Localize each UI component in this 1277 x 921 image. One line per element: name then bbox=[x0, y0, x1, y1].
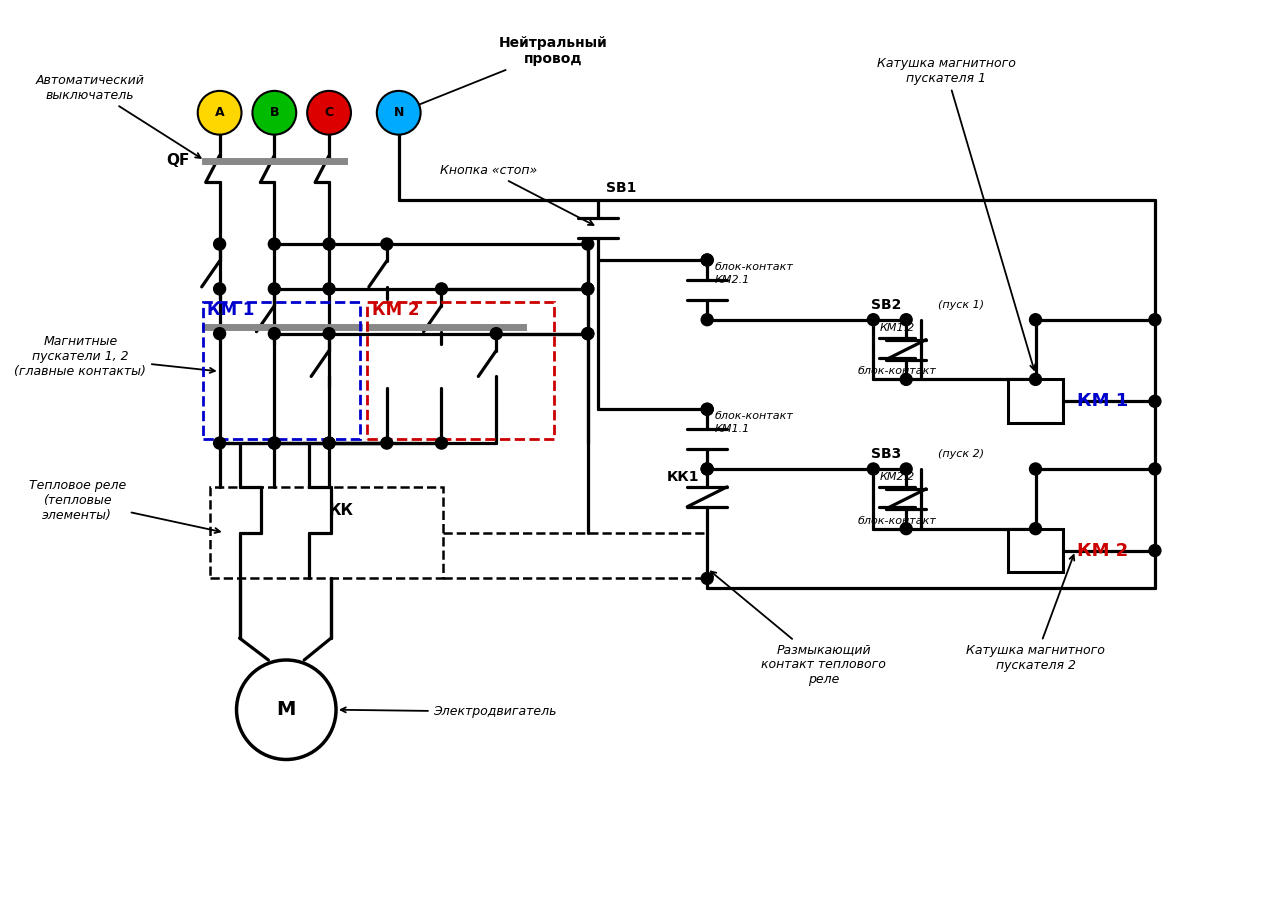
Text: КМ1.1: КМ1.1 bbox=[715, 425, 751, 434]
Circle shape bbox=[213, 437, 226, 449]
Text: SB2: SB2 bbox=[871, 297, 902, 312]
Text: КМ2.1: КМ2.1 bbox=[715, 274, 751, 285]
Circle shape bbox=[435, 437, 447, 449]
Text: блок-контакт: блок-контакт bbox=[858, 367, 936, 377]
Circle shape bbox=[582, 328, 594, 340]
Circle shape bbox=[377, 91, 420, 134]
Text: Катушка магнитного
пускателя 2: Катушка магнитного пускателя 2 bbox=[967, 555, 1105, 672]
Circle shape bbox=[253, 91, 296, 134]
Circle shape bbox=[268, 437, 281, 449]
Circle shape bbox=[900, 463, 912, 475]
Bar bbox=[1008, 379, 1064, 423]
Circle shape bbox=[701, 463, 713, 475]
Text: КК1: КК1 bbox=[667, 470, 700, 484]
Circle shape bbox=[1029, 463, 1042, 475]
Text: КК: КК bbox=[329, 503, 354, 519]
Bar bbox=[366, 302, 554, 439]
Text: (пуск 1): (пуск 1) bbox=[939, 299, 985, 309]
Circle shape bbox=[900, 523, 912, 534]
Circle shape bbox=[701, 403, 713, 415]
Text: Магнитные
пускатели 1, 2
(главные контакты): Магнитные пускатели 1, 2 (главные контак… bbox=[14, 335, 215, 378]
Circle shape bbox=[323, 437, 335, 449]
Text: Автоматический
выключатель: Автоматический выключатель bbox=[36, 74, 200, 157]
Text: КМ 1: КМ 1 bbox=[1078, 392, 1129, 410]
Text: Электродвигатель: Электродвигатель bbox=[341, 705, 557, 718]
Text: QF: QF bbox=[166, 153, 190, 168]
Circle shape bbox=[236, 660, 336, 760]
Text: Кнопка «стоп»: Кнопка «стоп» bbox=[439, 164, 594, 225]
Circle shape bbox=[1149, 544, 1161, 556]
Circle shape bbox=[701, 463, 713, 475]
Circle shape bbox=[1149, 463, 1161, 475]
Text: N: N bbox=[393, 106, 404, 119]
Circle shape bbox=[1029, 523, 1042, 534]
Circle shape bbox=[900, 373, 912, 385]
Text: блок-контакт: блок-контакт bbox=[715, 262, 794, 272]
Circle shape bbox=[701, 403, 713, 415]
Circle shape bbox=[323, 239, 335, 251]
Circle shape bbox=[268, 239, 281, 251]
Circle shape bbox=[867, 314, 880, 326]
Circle shape bbox=[582, 283, 594, 295]
Text: КМ 1: КМ 1 bbox=[207, 301, 254, 319]
Circle shape bbox=[490, 328, 502, 340]
Text: КМ 2: КМ 2 bbox=[1078, 542, 1129, 560]
Circle shape bbox=[381, 239, 393, 251]
Text: Тепловое реле
(тепловые
элементы): Тепловое реле (тепловые элементы) bbox=[28, 479, 220, 533]
Circle shape bbox=[701, 573, 713, 585]
Circle shape bbox=[867, 463, 880, 475]
Circle shape bbox=[701, 254, 713, 266]
Circle shape bbox=[701, 314, 713, 326]
Bar bbox=[203, 302, 360, 439]
Circle shape bbox=[582, 328, 594, 340]
Circle shape bbox=[1029, 314, 1042, 326]
Circle shape bbox=[323, 283, 335, 295]
Text: КМ1.2: КМ1.2 bbox=[880, 322, 914, 332]
Bar bbox=[1008, 529, 1064, 573]
Circle shape bbox=[1149, 314, 1161, 326]
Text: B: B bbox=[269, 106, 280, 119]
Circle shape bbox=[701, 254, 713, 266]
Circle shape bbox=[582, 283, 594, 295]
Bar bbox=[209, 487, 443, 578]
Circle shape bbox=[323, 328, 335, 340]
Circle shape bbox=[900, 314, 912, 326]
Text: КМ 2: КМ 2 bbox=[372, 301, 419, 319]
Circle shape bbox=[213, 239, 226, 251]
Text: SB1: SB1 bbox=[605, 181, 636, 195]
Circle shape bbox=[213, 283, 226, 295]
Circle shape bbox=[582, 239, 594, 251]
Text: C: C bbox=[324, 106, 333, 119]
Circle shape bbox=[323, 437, 335, 449]
Text: КМ2.2: КМ2.2 bbox=[880, 472, 914, 482]
Text: Катушка магнитного
пускателя 1: Катушка магнитного пускателя 1 bbox=[876, 57, 1036, 370]
Circle shape bbox=[308, 91, 351, 134]
Circle shape bbox=[435, 283, 447, 295]
Circle shape bbox=[268, 328, 281, 340]
Text: (пуск 2): (пуск 2) bbox=[939, 449, 985, 459]
Circle shape bbox=[1149, 395, 1161, 407]
Text: SB3: SB3 bbox=[871, 447, 902, 461]
Text: блок-контакт: блок-контакт bbox=[858, 516, 936, 526]
Circle shape bbox=[268, 437, 281, 449]
Text: М: М bbox=[277, 700, 296, 719]
Text: блок-контакт: блок-контакт bbox=[715, 411, 794, 421]
Circle shape bbox=[198, 91, 241, 134]
Text: Нейтральный
провод: Нейтральный провод bbox=[404, 36, 608, 111]
Text: Размыкающий
контакт теплового
реле: Размыкающий контакт теплового реле bbox=[711, 572, 886, 686]
Circle shape bbox=[381, 437, 393, 449]
Text: A: A bbox=[215, 106, 225, 119]
Circle shape bbox=[1029, 373, 1042, 385]
Circle shape bbox=[268, 283, 281, 295]
Circle shape bbox=[213, 328, 226, 340]
